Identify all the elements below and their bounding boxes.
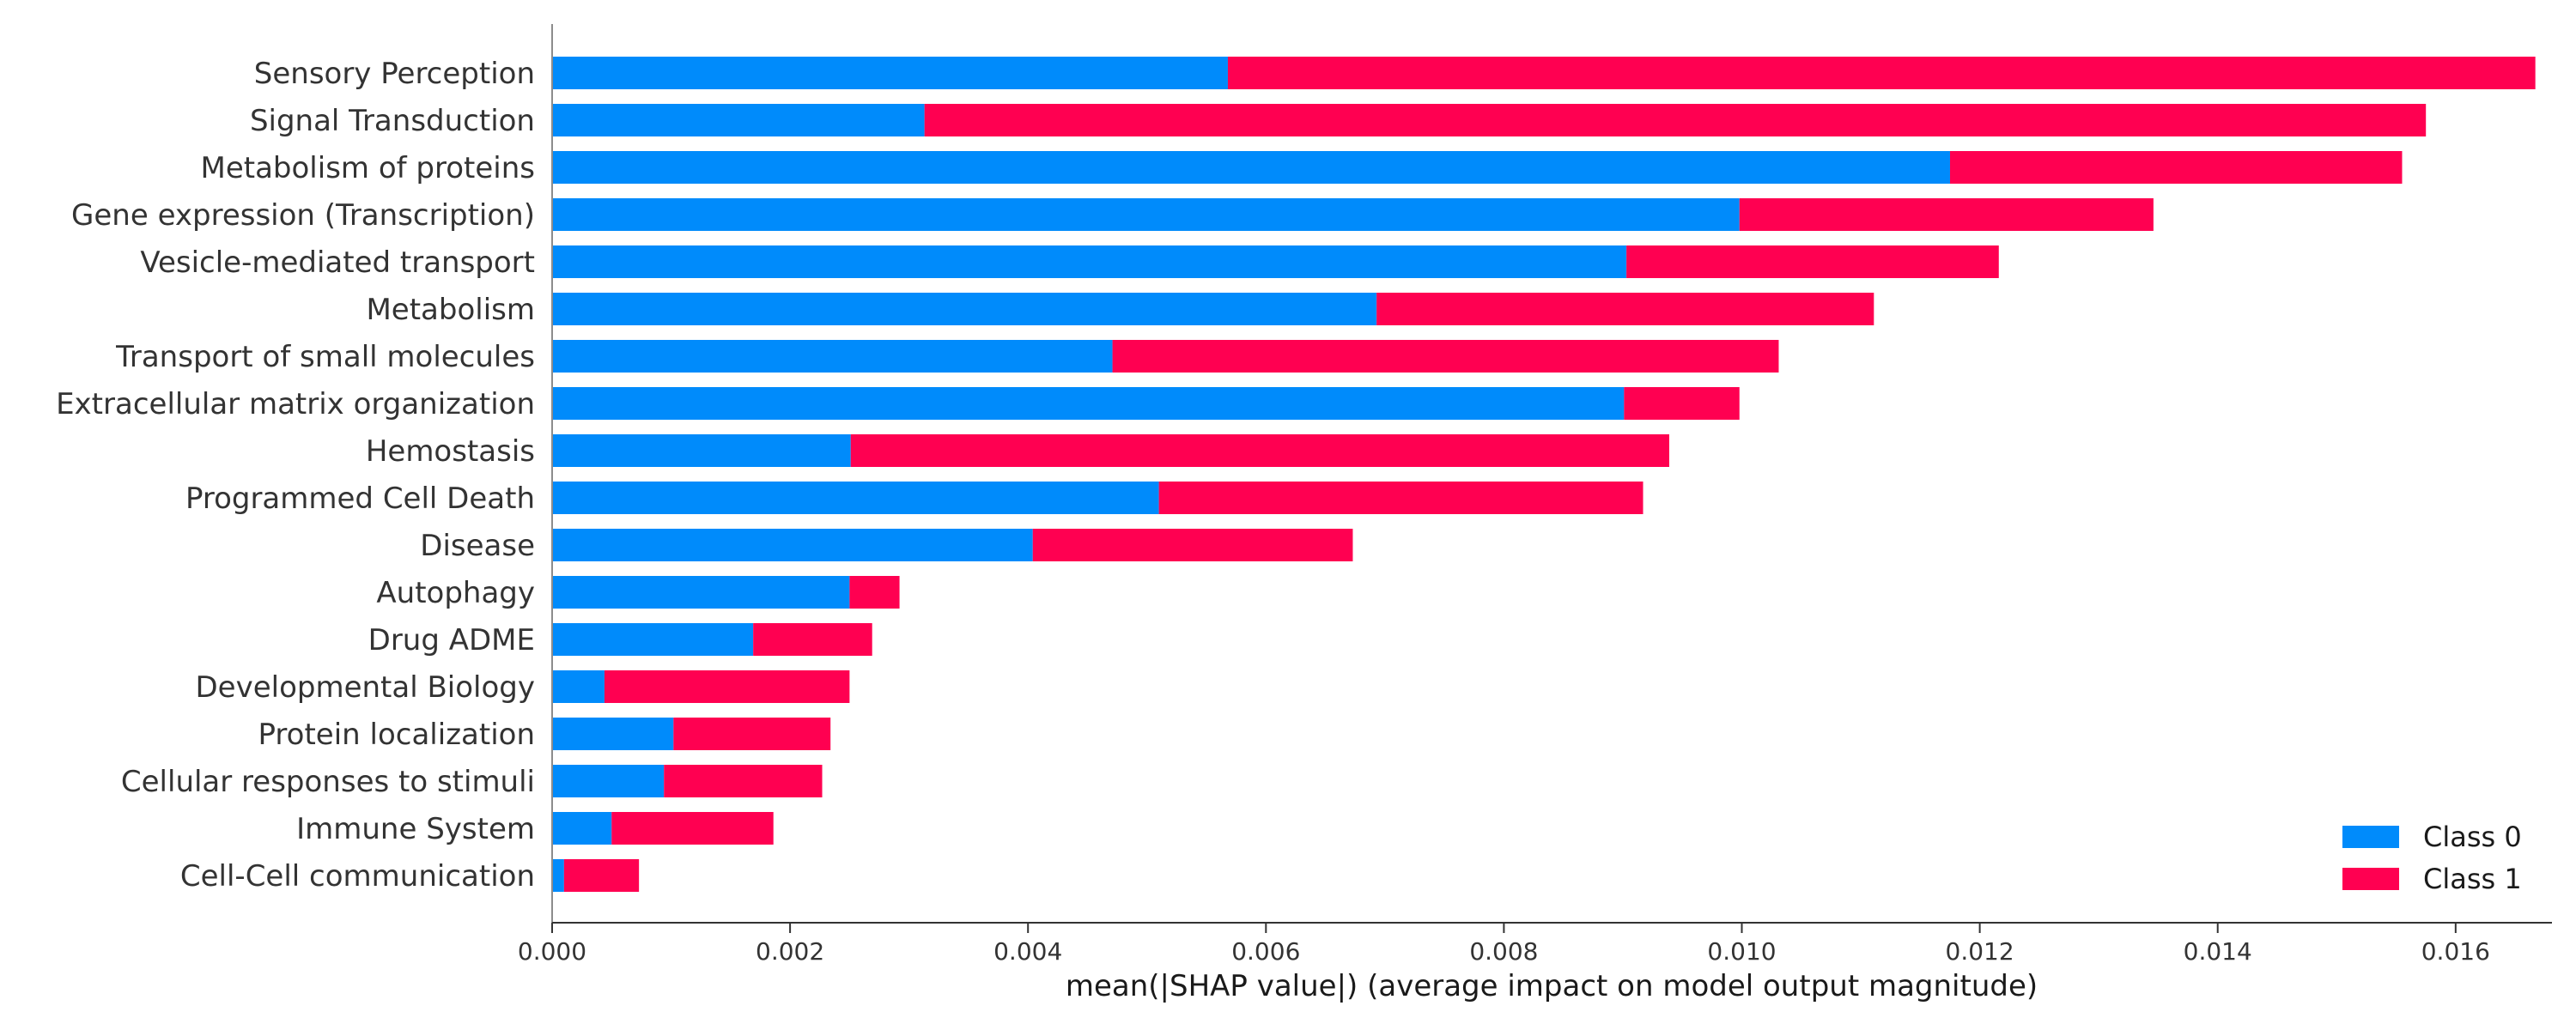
bar-transport-of-small-molecules-class-0 (552, 340, 1113, 373)
bar-metabolism-of-proteins-class-0 (552, 151, 1950, 184)
bar-sensory-perception-class-0 (552, 57, 1228, 89)
category-label-gene-expression-transcription: Gene expression (Transcription) (71, 198, 535, 233)
bar-cell-cell-communication-class-0 (552, 859, 564, 892)
bar-extracellular-matrix-organization-class-0 (552, 387, 1625, 420)
bar-cellular-responses-to-stimuli-class-0 (552, 765, 665, 797)
category-label-protein-localization: Protein localization (258, 718, 535, 752)
bar-drug-adme-class-0 (552, 623, 754, 656)
category-label-cellular-responses-to-stimuli: Cellular responses to stimuli (121, 765, 535, 799)
category-label-immune-system: Immune System (296, 812, 535, 846)
category-label-developmental-biology: Developmental Biology (196, 670, 536, 705)
bar-developmental-biology-class-1 (604, 670, 850, 703)
bar-gene-expression-transcription-class-1 (1739, 198, 2154, 231)
category-label-autophagy: Autophagy (376, 576, 535, 610)
bars-layer (552, 57, 2536, 892)
bar-hemostasis-class-0 (552, 434, 851, 467)
bar-developmental-biology-class-0 (552, 670, 605, 703)
bar-disease-class-1 (1032, 529, 1353, 561)
bar-programmed-cell-death-class-0 (552, 482, 1159, 514)
category-label-metabolism-of-proteins: Metabolism of proteins (201, 151, 536, 185)
bar-vesicle-mediated-transport-class-0 (552, 245, 1627, 278)
category-labels: Sensory Perception Signal Transduction Met… (56, 57, 535, 894)
bar-gene-expression-transcription-class-0 (552, 198, 1740, 231)
category-label-transport-of-small-molecules: Transport of small molecules (115, 340, 535, 374)
x-tick-label: 0.004 (993, 937, 1062, 966)
legend: Class 0 Class 1 (2342, 821, 2522, 895)
bar-vesicle-mediated-transport-class-1 (1626, 245, 1999, 278)
category-label-hemostasis: Hemostasis (366, 434, 535, 469)
category-label-sensory-perception: Sensory Perception (254, 57, 535, 91)
category-label-vesicle-mediated-transport: Vesicle-mediated transport (140, 245, 535, 280)
bar-protein-localization-class-1 (673, 718, 831, 750)
bar-signal-transduction-class-1 (924, 104, 2427, 136)
bar-autophagy-class-1 (849, 576, 900, 609)
category-label-cell-cell-communication: Cell-Cell communication (180, 859, 535, 894)
x-tick-label: 0.010 (1707, 937, 1776, 966)
x-tick-label: 0.000 (518, 937, 586, 966)
bar-signal-transduction-class-0 (552, 104, 925, 136)
bar-drug-adme-class-1 (753, 623, 872, 656)
x-axis-ticks: 0.000 0.002 0.004 0.006 0.008 0.010 0.012 0.014… (518, 923, 2490, 966)
x-tick-label: 0.012 (1946, 937, 2014, 966)
bar-metabolism-class-0 (552, 293, 1377, 325)
x-axis-title: mean(|SHAP value|) (average impact on mo… (1066, 969, 2038, 1003)
x-tick-label: 0.014 (2184, 937, 2252, 966)
bar-immune-system-class-1 (611, 812, 774, 845)
x-tick-label: 0.016 (2421, 937, 2490, 966)
category-label-programmed-cell-death: Programmed Cell Death (185, 482, 535, 516)
bar-autophagy-class-0 (552, 576, 850, 609)
category-label-extracellular-matrix-organization: Extracellular matrix organization (56, 387, 535, 421)
bar-protein-localization-class-0 (552, 718, 674, 750)
bar-programmed-cell-death-class-1 (1158, 482, 1643, 514)
bar-cell-cell-communication-class-1 (563, 859, 640, 892)
x-tick-label: 0.006 (1231, 937, 1300, 966)
legend-label-class-0: Class 0 (2423, 821, 2522, 853)
bar-disease-class-0 (552, 529, 1033, 561)
category-label-metabolism: Metabolism (366, 293, 535, 327)
legend-swatch-class-1 (2342, 868, 2399, 890)
bar-transport-of-small-molecules-class-1 (1112, 340, 1779, 373)
x-tick-label: 0.008 (1469, 937, 1538, 966)
category-label-drug-adme: Drug ADME (368, 623, 535, 657)
bar-metabolism-of-proteins-class-1 (1949, 151, 2403, 184)
x-tick-label: 0.002 (756, 937, 824, 966)
bar-cellular-responses-to-stimuli-class-1 (664, 765, 823, 797)
category-label-signal-transduction: Signal Transduction (250, 104, 535, 138)
legend-label-class-1: Class 1 (2423, 863, 2522, 895)
bar-extracellular-matrix-organization-class-1 (1624, 387, 1740, 420)
category-label-disease: Disease (420, 529, 535, 563)
bar-immune-system-class-0 (552, 812, 612, 845)
bar-hemostasis-class-1 (850, 434, 1670, 467)
bar-sensory-perception-class-1 (1227, 57, 2536, 89)
legend-swatch-class-0 (2342, 826, 2399, 848)
bar-metabolism-class-1 (1376, 293, 1874, 325)
